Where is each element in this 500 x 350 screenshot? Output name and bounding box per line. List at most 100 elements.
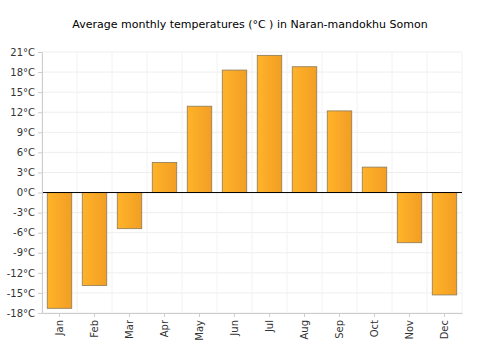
- bar: [327, 111, 352, 193]
- bar: [292, 67, 317, 193]
- x-tick-mark: [199, 313, 200, 317]
- grid-line: [42, 192, 462, 193]
- y-tick-label: -9°C: [13, 247, 35, 258]
- y-tick-label: -3°C: [13, 207, 35, 218]
- x-tick-label: May: [194, 320, 205, 341]
- x-tick-label: Jul: [264, 320, 275, 333]
- y-tick-mark: [38, 72, 42, 73]
- x-tick-mark: [374, 313, 375, 317]
- x-tick-mark: [59, 313, 60, 317]
- x-tick: Feb: [89, 313, 100, 338]
- y-tick-mark: [38, 253, 42, 254]
- y-tick-label: 6°C: [17, 147, 35, 158]
- y-tick-label: 12°C: [10, 107, 35, 118]
- zero-line: [42, 192, 462, 193]
- x-tick-mark: [304, 313, 305, 317]
- x-tick-mark: [409, 313, 410, 317]
- y-tick-label: -12°C: [7, 268, 35, 279]
- x-axis-line: [43, 313, 463, 314]
- y-tick-mark: [38, 152, 42, 153]
- y-tick-mark: [38, 193, 42, 194]
- bar: [117, 193, 142, 229]
- y-tick-mark: [38, 213, 42, 214]
- x-tick: Jul: [264, 313, 275, 333]
- x-tick-mark: [444, 313, 445, 317]
- y-tick-mark: [38, 293, 42, 294]
- grid-line-vertical: [217, 52, 218, 313]
- bar: [152, 162, 177, 192]
- chart: -18°C -15°C -12°C -9°C -6°C -3°C 0°C 3°C 6°C 9°C 1…: [0, 0, 500, 350]
- x-tick-label: Nov: [404, 320, 415, 340]
- y-tick: 6°C: [17, 147, 42, 158]
- x-tick-label: Mar: [124, 319, 135, 339]
- grid-line-vertical: [322, 52, 323, 313]
- grid-line-vertical: [77, 52, 78, 313]
- y-tick: 12°C: [10, 107, 42, 118]
- grid-line-vertical: [462, 52, 463, 313]
- x-tick: Dec: [439, 313, 450, 339]
- bar: [257, 55, 282, 192]
- y-tick-label: 9°C: [17, 127, 35, 138]
- y-tick-label: 0°C: [17, 187, 35, 198]
- grid-line-vertical: [287, 52, 288, 313]
- x-tick-mark: [164, 313, 165, 317]
- x-tick: Jan: [54, 313, 65, 336]
- grid-line-vertical: [392, 52, 393, 313]
- x-tick-label: Jan: [54, 320, 65, 336]
- grid-line-vertical: [182, 52, 183, 313]
- y-tick: -3°C: [13, 207, 42, 218]
- x-tick-label: Aug: [299, 320, 310, 340]
- y-tick-label: -15°C: [7, 288, 35, 299]
- x-tick: Apr: [159, 313, 170, 337]
- bar: [362, 167, 387, 192]
- y-tick: 15°C: [10, 87, 42, 98]
- x-tick: Jun: [229, 313, 240, 337]
- y-tick-mark: [38, 132, 42, 133]
- x-tick: Oct: [369, 313, 380, 337]
- bar: [47, 193, 72, 309]
- y-tick: -15°C: [7, 288, 42, 299]
- y-tick: 0°C: [17, 187, 42, 198]
- y-tick-label: 15°C: [10, 87, 35, 98]
- y-tick-mark: [38, 112, 42, 113]
- x-tick-label: Oct: [369, 320, 380, 337]
- y-tick: 3°C: [17, 167, 42, 178]
- y-tick-mark: [38, 313, 42, 314]
- x-tick: May: [194, 313, 205, 341]
- grid-line-vertical: [357, 52, 358, 313]
- bar: [397, 193, 422, 243]
- x-tick-mark: [339, 313, 340, 317]
- title: Average monthly temperatures (°C ) in Na…: [72, 18, 427, 31]
- grid-line-vertical: [252, 52, 253, 313]
- y-tick: -12°C: [7, 268, 42, 279]
- y-tick-mark: [38, 172, 42, 173]
- grid-line-vertical: [112, 52, 113, 313]
- bars: [47, 55, 457, 308]
- x-tick: Nov: [404, 313, 415, 340]
- y-axis: -18°C -15°C -12°C -9°C -6°C -3°C 0°C 3°C 6°C 9°C 1…: [7, 47, 43, 319]
- x-tick-mark: [94, 313, 95, 317]
- y-tick: 9°C: [17, 127, 42, 138]
- y-tick-mark: [38, 52, 42, 53]
- x-tick-label: Sep: [334, 320, 345, 339]
- grid-line-vertical: [147, 52, 148, 313]
- bar: [82, 193, 107, 286]
- bar: [222, 70, 247, 192]
- y-tick-label: 21°C: [10, 47, 35, 58]
- y-tick-mark: [38, 273, 42, 274]
- grid: [42, 52, 462, 313]
- x-tick-mark: [269, 313, 270, 317]
- x-tick-mark: [129, 313, 130, 317]
- x-tick-label: Feb: [89, 320, 100, 338]
- y-tick-label: 18°C: [10, 67, 35, 78]
- y-tick: -18°C: [7, 308, 42, 319]
- plot: -18°C -15°C -12°C -9°C -6°C -3°C 0°C 3°C 6°C 9°C 1…: [7, 47, 463, 341]
- x-tick-mark: [234, 313, 235, 317]
- y-tick-label: -6°C: [13, 227, 35, 238]
- y-tick-mark: [38, 233, 42, 234]
- y-tick: -6°C: [13, 227, 42, 238]
- x-tick-label: Jun: [229, 320, 240, 337]
- y-tick: -9°C: [13, 247, 42, 258]
- x-tick: Aug: [299, 313, 310, 340]
- x-tick: Mar: [124, 313, 135, 339]
